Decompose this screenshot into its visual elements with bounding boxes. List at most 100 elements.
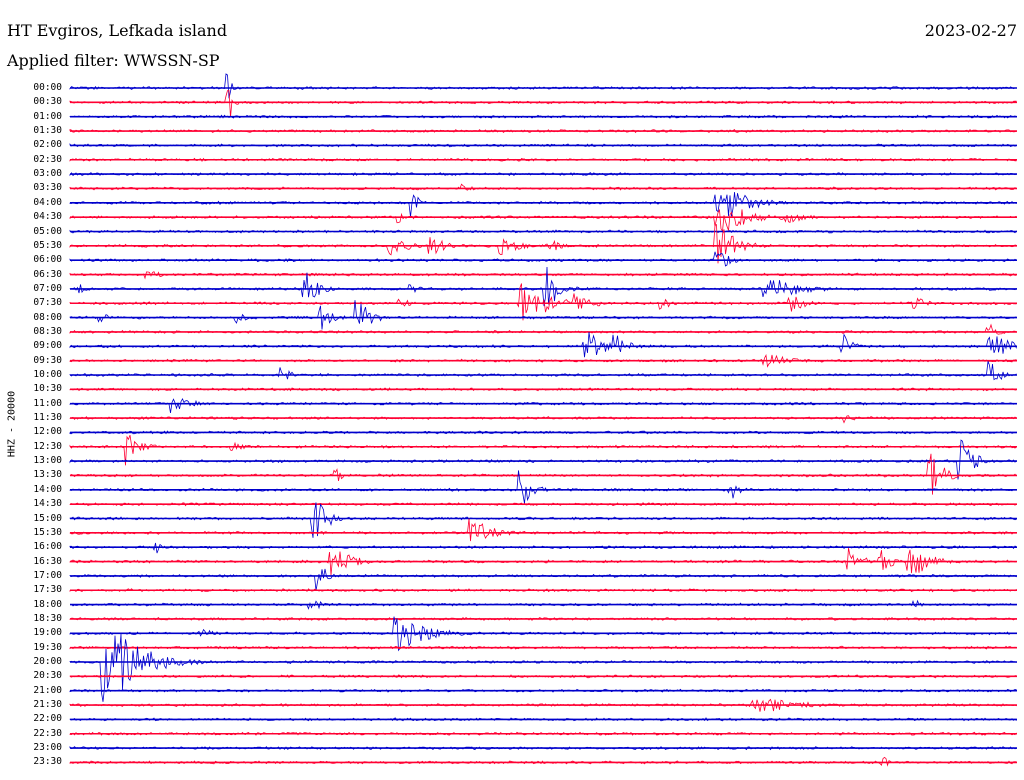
time-label: 00:00 (33, 82, 62, 93)
time-label: 09:00 (33, 340, 62, 352)
seismic-trace (69, 271, 1017, 280)
time-label: 19:30 (33, 641, 62, 653)
time-label: 20:30 (33, 670, 62, 682)
seismic-trace (69, 439, 1017, 480)
time-label: 15:30 (33, 526, 62, 538)
seismic-trace (69, 128, 1017, 134)
seismic-trace (69, 434, 1017, 466)
seismic-trace (69, 415, 1017, 424)
time-label: 21:00 (33, 684, 62, 696)
time-label: 10:00 (33, 369, 62, 380)
time-label: 21:30 (33, 699, 62, 711)
seismic-trace (69, 745, 1017, 751)
time-label: 23:00 (33, 742, 62, 754)
seismic-trace (69, 157, 1017, 162)
seismic-trace (69, 208, 1017, 233)
time-label: 04:30 (33, 211, 62, 223)
time-label: 05:30 (33, 239, 62, 251)
time-label: 19:00 (33, 627, 62, 639)
time-label: 22:30 (33, 727, 62, 739)
time-label: 04:00 (33, 196, 62, 208)
seismic-trace (69, 616, 1017, 621)
seismic-trace (69, 588, 1017, 593)
seismic-trace (69, 688, 1017, 693)
time-label: 18:00 (33, 598, 62, 610)
time-label: 01:30 (33, 125, 62, 137)
seismic-trace (69, 397, 1017, 413)
seismic-trace (69, 756, 1017, 767)
time-label: 06:00 (33, 254, 62, 266)
seismic-trace (69, 223, 1017, 264)
seismic-trace (69, 266, 1017, 307)
time-label: 08:30 (33, 325, 62, 337)
seismic-trace (69, 502, 1017, 507)
seismic-trace (69, 548, 1017, 576)
time-label: 18:30 (33, 612, 62, 624)
time-label: 11:30 (33, 412, 62, 424)
seismic-trace (69, 361, 1017, 381)
time-label: 16:30 (33, 555, 62, 567)
seismic-trace (69, 616, 1017, 652)
seismic-trace (69, 717, 1017, 722)
time-label: 02:00 (33, 139, 62, 151)
time-axis: 00:00 00:30 01:00 01:30 02:00 02:30 03:00 03:30… (0, 0, 66, 780)
seismic-trace (69, 470, 1017, 504)
time-label: 17:00 (33, 569, 62, 581)
time-label: 09:30 (33, 354, 62, 366)
seismic-trace (69, 229, 1017, 234)
time-label: 07:30 (33, 297, 62, 309)
seismic-trace (69, 143, 1017, 148)
time-label: 20:00 (33, 656, 62, 667)
seismic-trace (69, 502, 1017, 538)
time-label: 10:30 (33, 383, 62, 395)
time-label: 08:00 (33, 311, 62, 323)
seismic-trace (69, 645, 1017, 650)
seismic-trace (69, 430, 1017, 435)
time-label: 11:00 (33, 397, 62, 409)
time-label: 05:00 (33, 225, 62, 237)
seismic-trace (69, 331, 1017, 358)
time-label: 13:00 (33, 455, 62, 467)
time-label: 23:30 (33, 756, 62, 768)
seismic-trace (69, 599, 1017, 610)
time-label: 17:30 (33, 584, 62, 596)
time-label: 00:30 (33, 96, 62, 108)
time-label: 22:00 (33, 713, 62, 725)
seismic-trace (69, 300, 1017, 330)
seismic-trace (69, 731, 1017, 736)
seismic-trace (69, 192, 1017, 218)
seismic-trace (69, 354, 1017, 368)
filter-label: Applied filter: WWSSN-SP (7, 51, 220, 70)
time-label: 14:30 (33, 498, 62, 510)
seismic-trace (69, 283, 1017, 321)
time-label: 15:00 (33, 512, 62, 524)
time-label: 07:00 (33, 282, 62, 294)
time-label: 12:30 (33, 440, 62, 452)
seismic-trace (69, 90, 1017, 118)
time-label: 06:30 (33, 268, 62, 280)
seismic-trace (69, 114, 1017, 119)
seismic-trace (69, 251, 1017, 267)
seismic-trace (69, 568, 1017, 591)
time-label: 13:30 (33, 469, 62, 481)
seismic-trace (69, 453, 1017, 495)
seismic-trace (69, 387, 1017, 392)
time-label: 03:00 (33, 168, 62, 180)
seismic-trace (69, 172, 1017, 177)
station-title: HT Evgiros, Lefkada island (7, 21, 228, 40)
time-label: 03:30 (33, 182, 62, 194)
time-label: 16:00 (33, 541, 62, 553)
seismic-trace (69, 542, 1017, 554)
date-label: 2023-02-27 (924, 21, 1017, 40)
time-label: 01:00 (33, 110, 62, 122)
seismic-trace (69, 73, 1017, 99)
seismic-trace (69, 674, 1017, 679)
seismic-trace (69, 323, 1017, 335)
seismic-trace (69, 698, 1017, 712)
time-label: 02:30 (33, 153, 62, 165)
time-label: 12:00 (33, 426, 62, 438)
seismic-trace (69, 633, 1017, 702)
seismic-trace (69, 518, 1017, 542)
time-label: 14:00 (33, 483, 62, 495)
